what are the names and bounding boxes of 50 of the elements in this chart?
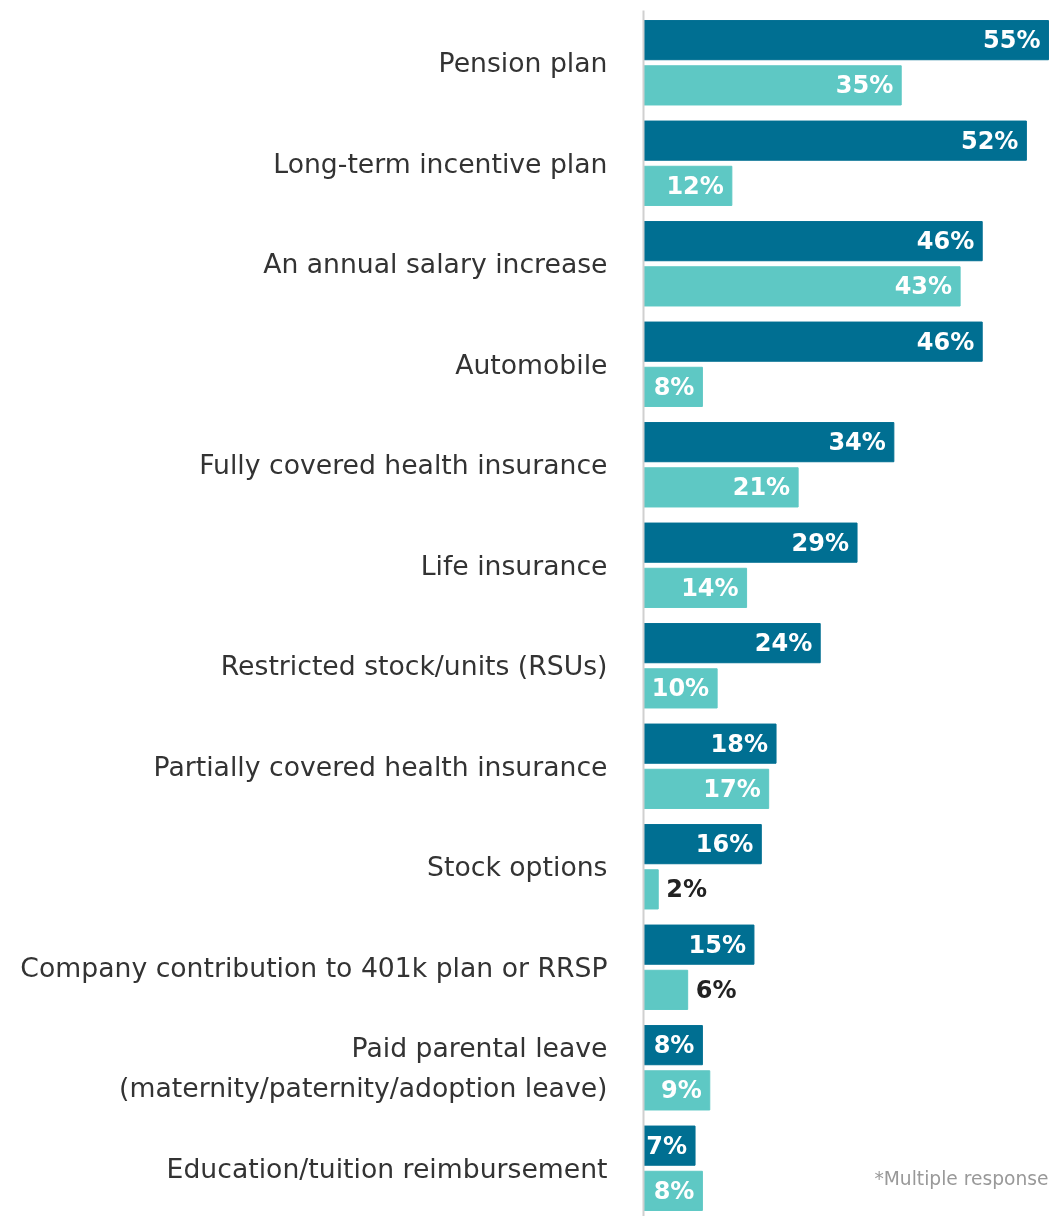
bar [643,467,799,508]
bar [643,723,777,764]
data-label: 14% [681,573,739,602]
bar [643,623,821,664]
data-label: 52% [960,126,1019,155]
annotation: *Multiple response [874,1167,1049,1189]
data-label: 43% [894,272,953,301]
y-tick-label: Pension plan [438,47,608,79]
data-label: 21% [732,473,791,502]
data-label: 8% [653,372,695,401]
y-tick-label: Education/tuition reimbursement [166,1152,608,1184]
data-label: 2% [666,875,707,904]
y-tick-label: An annual salary increase [263,248,608,280]
data-label: 15% [688,930,746,959]
data-label: 6% [695,975,737,1004]
data-label: 29% [791,528,850,557]
bar [643,869,659,910]
bar [643,65,902,106]
y-tick-label: Long-term incentive plan [273,147,608,179]
bar [643,120,1027,161]
data-label: 46% [916,227,975,256]
bar [643,321,983,362]
bar [643,422,895,463]
y-tick-label: Restricted stock/units (RSUs) [220,650,608,682]
data-label: 24% [754,629,813,658]
data-label: 16% [695,830,754,859]
data-label: 17% [703,774,761,803]
data-label: 46% [916,327,975,356]
data-label: 35% [835,71,894,100]
data-label: 34% [828,428,886,457]
y-tick-label: Life insurance [420,549,608,581]
y-tick-label: Automobile [455,348,608,380]
y-tick-label: Fully covered health insurance [199,449,608,481]
bar [643,20,1049,61]
data-label: 8% [653,1176,695,1205]
bar [643,522,858,563]
bar [643,969,689,1010]
y-tick-label: Paid parental leave (maternity/paternity/adoption leave) [119,1032,608,1104]
y-tick-label: Company contribution to 401k plan or RRSP [20,951,608,983]
bar [643,266,961,307]
y-tick-label: Partially covered health insurance [153,750,608,782]
data-label: 12% [666,171,724,200]
data-label: 10% [651,674,710,703]
y-tick-label: Stock options [427,851,608,883]
data-label: 18% [710,729,769,758]
bar [643,221,983,262]
data-label: 9% [661,1076,702,1105]
data-label: 55% [983,26,1041,55]
data-label: 8% [653,1031,695,1060]
data-label: 7% [646,1131,688,1160]
